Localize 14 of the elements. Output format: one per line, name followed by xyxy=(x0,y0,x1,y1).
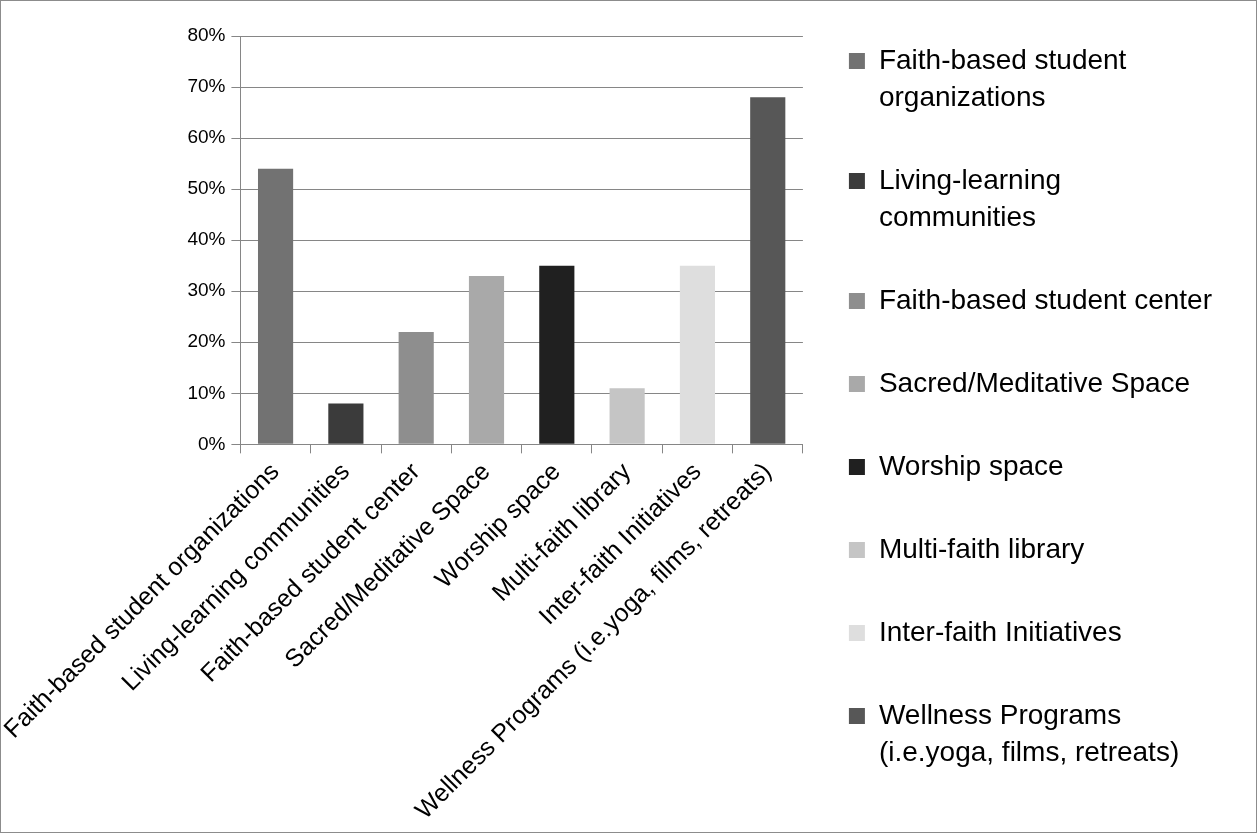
legend-label: Wellness Programs (i.e.yoga, films, retreats) xyxy=(878,698,1180,767)
y-tick-label: 10% xyxy=(187,381,226,403)
y-tick-label: 30% xyxy=(187,279,226,301)
y-tick-label: 0% xyxy=(197,432,226,454)
y-tick-label: 50% xyxy=(187,177,226,199)
legend-label: Faith-based student organizations xyxy=(878,43,1127,112)
y-tick-label: 40% xyxy=(187,228,226,250)
y-tick-label: 60% xyxy=(187,126,226,148)
y-tick-label: 70% xyxy=(187,75,226,97)
legend-label: Faith-based student center xyxy=(878,283,1213,315)
y-tick-label: 80% xyxy=(187,24,226,46)
legend-label: Living-learning communities xyxy=(878,163,1062,232)
y-tick-label: 20% xyxy=(187,330,226,352)
legend-label: Sacred/Meditative Space xyxy=(878,366,1191,398)
